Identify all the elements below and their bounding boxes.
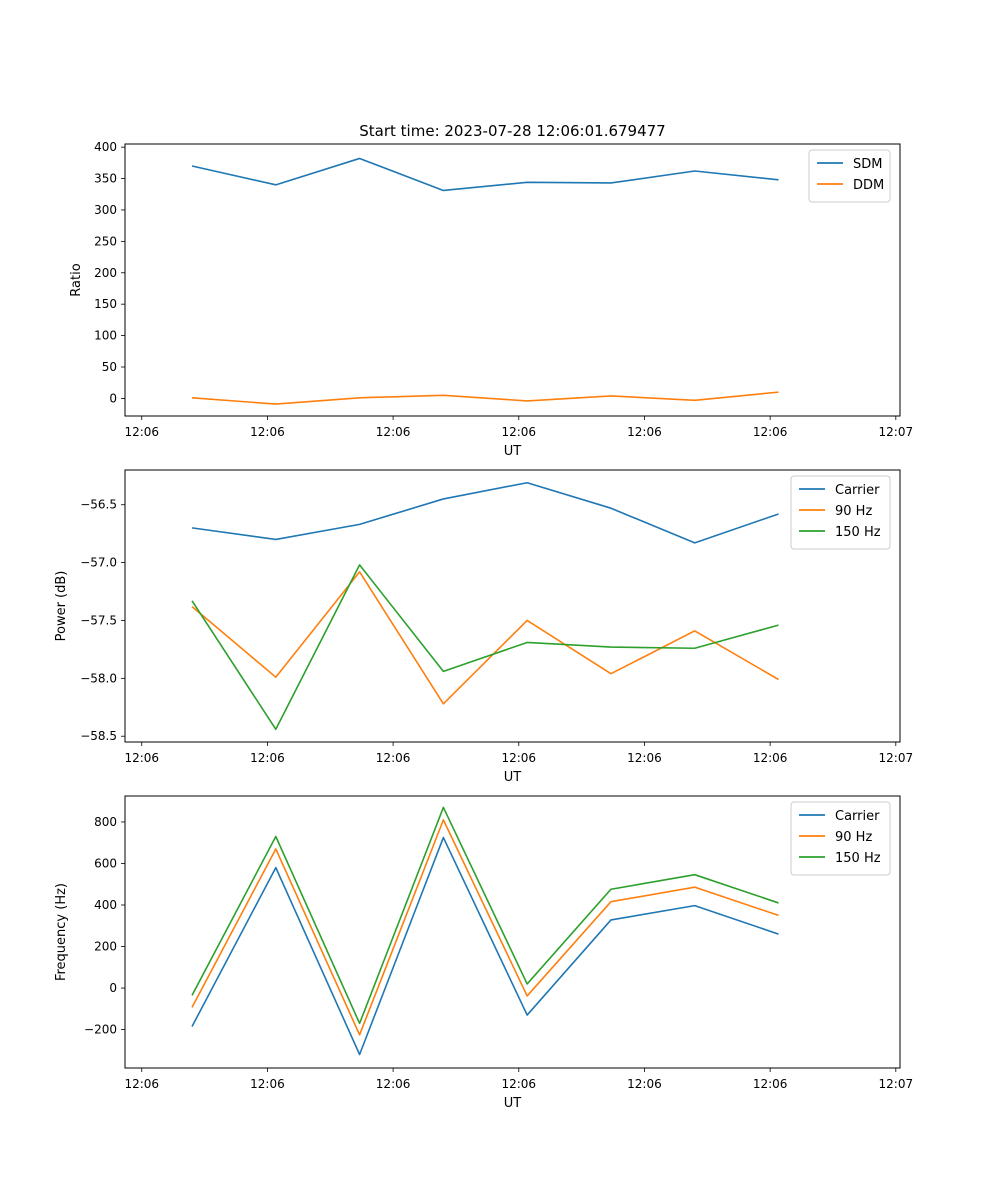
- series-line-ddm: [191, 391, 779, 405]
- x-tick-label: 12:06: [501, 1077, 536, 1091]
- y-tick-label: 0: [109, 391, 117, 405]
- x-tick-label: 12:06: [250, 751, 285, 765]
- axes-frame-2: [124, 469, 901, 743]
- x-axis-label: UT: [504, 770, 522, 785]
- y-axis-label: Frequency (Hz): [54, 883, 69, 981]
- y-axis-label: Ratio: [69, 263, 84, 296]
- x-tick-label: 12:07: [879, 751, 914, 765]
- legend-label-carrier: Carrier: [835, 483, 880, 498]
- y-tick-label: 200: [94, 940, 117, 954]
- y-tick-label: 50: [102, 360, 117, 374]
- x-tick-label: 12:06: [124, 1077, 159, 1091]
- series-line-150-hz: [191, 806, 779, 1025]
- series-lines-2: [191, 481, 779, 731]
- legend-2: Carrier 90 Hz 150 Hz: [790, 475, 891, 550]
- x-tick-label: 12:06: [501, 425, 536, 439]
- y-tick-label: −58.5: [80, 729, 117, 743]
- x-tick-label: 12:06: [124, 425, 159, 439]
- x-tick-label: 12:07: [879, 1077, 914, 1091]
- legend-label-150-hz: 150 Hz: [835, 851, 881, 866]
- x-tick-label: 12:06: [753, 1077, 788, 1091]
- legend-3: Carrier 90 Hz 150 Hz: [790, 801, 891, 876]
- y-tick-label: 100: [94, 329, 117, 343]
- series-lines-1: [191, 157, 779, 405]
- x-tick-label: 12:06: [376, 425, 411, 439]
- y-tick-label: 400: [94, 898, 117, 912]
- x-tick-label: 12:06: [250, 425, 285, 439]
- y-tick-label: −200: [84, 1023, 117, 1037]
- series-line-sdm: [191, 157, 779, 192]
- x-tick-label: 12:06: [250, 1077, 285, 1091]
- legend-label-sdm: SDM: [853, 157, 882, 172]
- plots-container: 12:06 12:06 12:06 12:06 12:06 12:06 12:07 0 50 10…: [54, 140, 913, 1111]
- figure-title: Start time: 2023-07-28 12:06:01.679477: [359, 122, 665, 140]
- y-tick-label: 600: [94, 856, 117, 870]
- y-tick-label: 150: [94, 297, 117, 311]
- y-tick-label: 250: [94, 234, 117, 248]
- series-line-90-hz: [191, 819, 779, 1036]
- x-tick-label: 12:07: [879, 425, 914, 439]
- y-tick-label: 350: [94, 172, 117, 186]
- y-tick-label: 300: [94, 203, 117, 217]
- y-tick-label: −58.0: [80, 671, 117, 685]
- y-tick-label: 800: [94, 815, 117, 829]
- series-line-150-hz: [191, 564, 779, 731]
- legend-label-ddm: DDM: [853, 178, 884, 193]
- legend-label-carrier: Carrier: [835, 809, 880, 824]
- x-tick-label: 12:06: [627, 1077, 662, 1091]
- legend-1: SDM DDM: [808, 149, 891, 203]
- subplot-1: 12:06 12:06 12:06 12:06 12:06 12:06 12:07 0 50 10…: [69, 140, 913, 459]
- y-tick-label: −57.5: [80, 613, 117, 627]
- x-axis-label: UT: [504, 1096, 522, 1111]
- subplot-3: 12:06 12:06 12:06 12:06 12:06 12:06 12:07 −200 0…: [54, 795, 914, 1111]
- x-tick-label: 12:06: [753, 751, 788, 765]
- series-lines-3: [191, 806, 779, 1056]
- y-tick-label: 200: [94, 266, 117, 280]
- x-tick-label: 12:06: [124, 751, 159, 765]
- y-tick-label: −56.5: [80, 498, 117, 512]
- axes-frame-3: [124, 795, 901, 1069]
- series-line-carrier: [191, 836, 779, 1056]
- y-tick-label: 400: [94, 140, 117, 154]
- subplot-2: 12:06 12:06 12:06 12:06 12:06 12:06 12:07 −58.5…: [54, 469, 914, 785]
- legend-label-90-hz: 90 Hz: [835, 830, 872, 845]
- series-line-carrier: [191, 481, 779, 544]
- x-tick-label: 12:06: [627, 425, 662, 439]
- y-tick-label: −57.0: [80, 556, 117, 570]
- x-tick-label: 12:06: [376, 751, 411, 765]
- x-axis-label: UT: [504, 444, 522, 459]
- x-tick-label: 12:06: [753, 425, 788, 439]
- y-axis-label: Power (dB): [54, 571, 69, 642]
- axes-frame-1: [124, 143, 901, 417]
- y-tick-label: 0: [109, 981, 117, 995]
- series-line-90-hz: [191, 571, 779, 705]
- x-tick-label: 12:06: [627, 751, 662, 765]
- x-tick-label: 12:06: [501, 751, 536, 765]
- legend-label-90-hz: 90 Hz: [835, 504, 872, 519]
- x-tick-label: 12:06: [376, 1077, 411, 1091]
- legend-label-150-hz: 150 Hz: [835, 525, 881, 540]
